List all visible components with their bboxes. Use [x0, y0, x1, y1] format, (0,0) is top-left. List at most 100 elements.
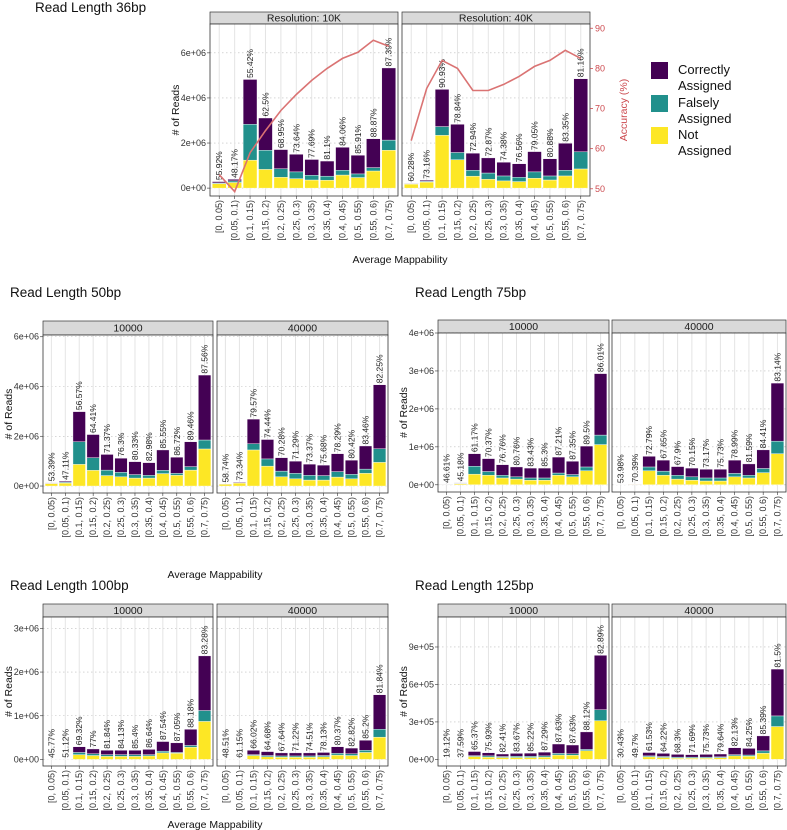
bar-segment-not-assigned — [335, 174, 350, 189]
bar-segment-correctly-assigned — [481, 752, 495, 757]
bar-segment-falsely-assigned — [114, 754, 128, 757]
bar-percent-label: 87.63% — [568, 714, 578, 743]
bar-segment-falsely-assigned — [350, 173, 366, 178]
bar-segment-correctly-assigned — [72, 411, 86, 442]
bar-segment-falsely-assigned — [317, 475, 331, 481]
bar-segment-not-assigned — [670, 478, 685, 485]
x-tick-label: [0.2, 0.25) — [497, 496, 507, 537]
bar-segment-falsely-assigned — [273, 168, 289, 178]
bar-segment-falsely-assigned — [331, 471, 345, 478]
x-tick-label: [0.05, 0.1) — [422, 200, 432, 241]
y-axis-title: # of Reads — [398, 666, 410, 717]
x-tick-label: [0.2, 0.25) — [673, 770, 683, 811]
bar-segment-not-assigned — [756, 752, 770, 760]
legend-label-line1: Correctly — [678, 62, 731, 77]
bar-segment-not-assigned — [450, 159, 465, 189]
bar-percent-label: 79.64% — [715, 723, 725, 752]
bar-segment-correctly-assigned — [303, 463, 317, 476]
x-tick-label: [0.4, 0.45) — [158, 770, 168, 811]
bar-segment-correctly-assigned — [580, 731, 594, 750]
x-tick-label: [0.1, 0.15) — [74, 770, 84, 811]
bar-percent-label: 87.21% — [554, 426, 564, 455]
bar-segment-falsely-assigned — [114, 472, 128, 478]
bar-segment-falsely-assigned — [552, 753, 566, 756]
bar-percent-label: 78.84% — [452, 94, 462, 123]
bar-segment-not-assigned — [642, 756, 656, 760]
bar-percent-label: 86.64% — [144, 719, 154, 748]
x-tick-label: [0.1, 0.15) — [248, 770, 258, 811]
bar-segment-falsely-assigned — [72, 752, 86, 755]
bar-segment-falsely-assigned — [288, 473, 302, 480]
y-tick-label: 2e+06 — [14, 431, 39, 441]
y2-tick-label: 50 — [595, 184, 605, 194]
bar-segment-correctly-assigned — [524, 467, 538, 479]
bar-segment-correctly-assigned — [288, 752, 302, 757]
bar-segment-falsely-assigned — [542, 175, 558, 181]
x-tick-label: [0.4, 0.45) — [158, 497, 168, 538]
panel-border — [209, 23, 399, 197]
bar-segment-not-assigned — [44, 483, 58, 487]
bar-segment-correctly-assigned — [685, 467, 699, 478]
bar-percent-label: 84.06% — [338, 117, 348, 146]
bar-segment-correctly-assigned — [742, 748, 756, 756]
bar-segment-not-assigned — [289, 178, 304, 189]
bar-segment-falsely-assigned — [198, 439, 212, 450]
bar-segment-falsely-assigned — [198, 710, 212, 722]
bar-percent-label: 87.39% — [384, 37, 394, 66]
bar-segment-correctly-assigned — [128, 750, 142, 755]
bar-segment-correctly-assigned — [114, 457, 128, 473]
x-tick-label: [0, 0.05) — [220, 497, 230, 530]
bar-percent-label: 73.16% — [422, 149, 432, 178]
bar-segment-falsely-assigned — [156, 750, 170, 754]
legend-swatch-correctly-assigned — [651, 62, 668, 79]
bar-segment-correctly-assigned — [227, 179, 242, 182]
x-tick-label: [0.15, 0.2) — [658, 496, 668, 537]
bar-segment-correctly-assigned — [573, 78, 588, 153]
bar-percent-label: 82.25% — [375, 354, 385, 383]
facet-strip-label: 10000 — [113, 323, 142, 335]
bar-segment-correctly-assigned — [198, 374, 212, 441]
bar-segment-not-assigned — [373, 462, 387, 487]
bar-segment-falsely-assigned — [128, 474, 142, 479]
bar-segment-falsely-assigned — [558, 170, 573, 177]
bar-percent-label: 70.39% — [630, 453, 640, 482]
x-tick-label: [0.35, 0.4) — [319, 497, 329, 538]
bar-segment-correctly-assigned — [728, 747, 742, 755]
panel-border — [42, 616, 214, 767]
bar-percent-label: 83.43% — [526, 437, 536, 466]
panel-border — [611, 332, 787, 493]
y-tick-label: 3e+05 — [409, 717, 434, 727]
bar-segment-falsely-assigned — [699, 477, 713, 482]
bar-segment-correctly-assigned — [642, 752, 656, 757]
bar-segment-not-assigned — [331, 476, 345, 487]
bar-segment-falsely-assigned — [381, 139, 396, 151]
bar-segment-falsely-assigned — [86, 457, 100, 471]
x-tick-label: [0.2, 0.25) — [468, 200, 478, 241]
bar-percent-label: 76.56% — [514, 133, 524, 162]
x-tick-label: [0.15, 0.2) — [262, 497, 272, 538]
bar-segment-not-assigned — [465, 175, 481, 189]
bar-segment-correctly-assigned — [317, 752, 331, 756]
x-tick-label: [0.4, 0.45) — [730, 770, 740, 811]
bar-segment-not-assigned — [434, 135, 450, 189]
y-tick-label: 0e+00 — [181, 183, 206, 193]
chart-panel-read-length-36bp: Read Length 36bp # of Reads 0e+00 2e+06 4e+0… — [35, 0, 630, 266]
chart-panel-read-length-75bp: Read Length 75bp # of Reads 0e+00 1e+06 2e+0… — [398, 285, 787, 537]
bar-segment-not-assigned — [742, 477, 756, 485]
facet-0: 10000 45.77% [0, 0.05) 51.12% [0.05, 0.1) 69.… — [42, 603, 214, 811]
bar-segment-not-assigned — [496, 180, 511, 189]
bar-segment-not-assigned — [580, 470, 594, 485]
bar-percent-label: 83.67% — [511, 723, 521, 752]
bar-segment-not-assigned — [552, 475, 566, 485]
bar-segment-not-assigned — [538, 480, 552, 485]
bar-segment-correctly-assigned — [319, 160, 335, 177]
bar-segment-not-assigned — [580, 750, 594, 760]
x-tick-label: [0.25, 0.3) — [290, 770, 300, 811]
bar-segment-correctly-assigned — [114, 750, 128, 755]
bar-segment-correctly-assigned — [303, 752, 317, 757]
bar-percent-label: 87.56% — [200, 344, 210, 373]
bar-segment-falsely-assigned — [304, 175, 319, 181]
y-axis-title: # of Reads — [3, 666, 15, 717]
bar-segment-not-assigned — [170, 753, 184, 760]
bar-segment-correctly-assigned — [580, 445, 594, 468]
